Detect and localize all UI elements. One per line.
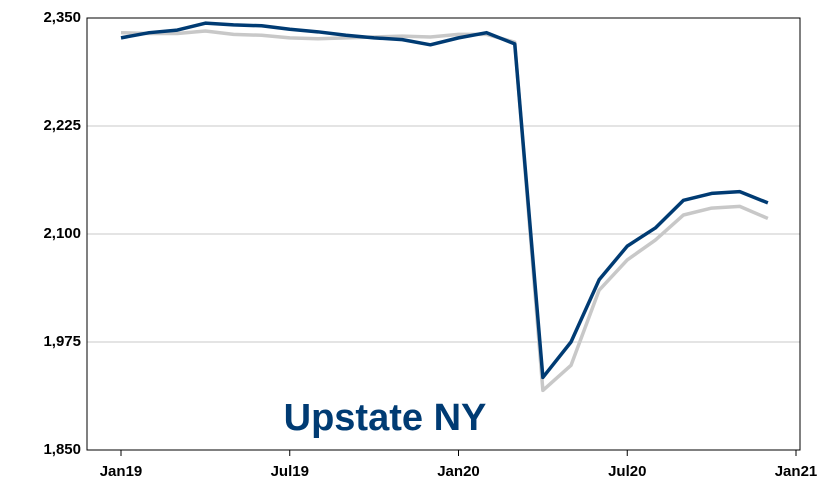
y-tick-label: 1,975 — [43, 333, 81, 350]
x-tick-label: Jul19 — [271, 463, 309, 480]
x-tick-label: Jul20 — [608, 463, 646, 480]
x-tick-label: Jan19 — [100, 463, 143, 480]
y-tick-label: 2,350 — [43, 9, 81, 26]
series-line — [120, 21, 769, 380]
chart-annotation: Upstate NY — [284, 397, 487, 439]
y-tick-label: 1,850 — [43, 441, 81, 458]
y-tick-label: 2,100 — [43, 225, 81, 242]
plot-frame — [86, 17, 801, 451]
x-tick-label: Jan21 — [775, 463, 818, 480]
x-tick-label: Jan20 — [437, 463, 480, 480]
series-line — [120, 29, 769, 393]
y-tick-label: 2,225 — [43, 117, 81, 134]
